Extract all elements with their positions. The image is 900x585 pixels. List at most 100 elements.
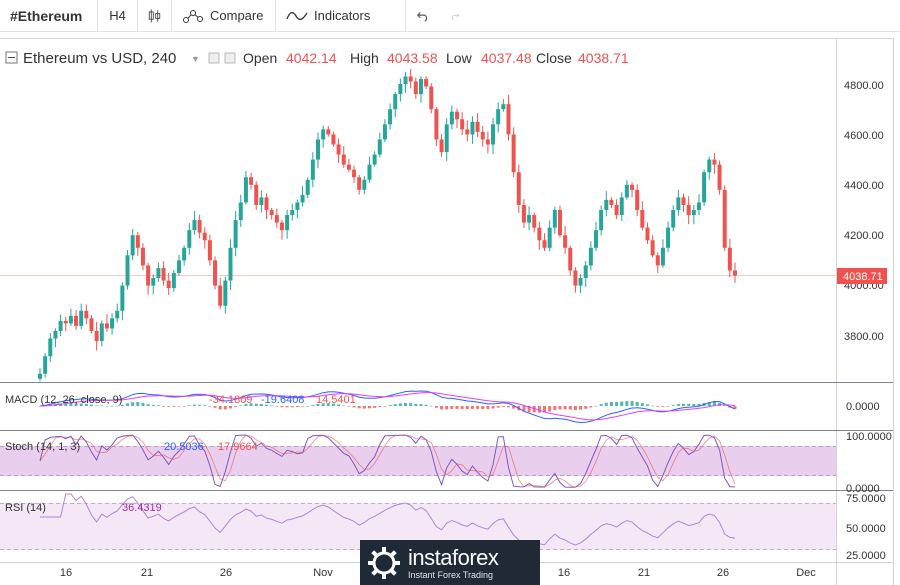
macd-hist-bar: [373, 406, 377, 408]
candle-body: [480, 131, 485, 140]
macd-label: MACD (12, 26, close, 9): [5, 394, 122, 406]
macd-value-signal: -19.6408: [261, 394, 304, 406]
legend-title: Ethereum vs USD, 240: [23, 50, 176, 67]
interval-button[interactable]: H4: [98, 0, 138, 32]
redo-button[interactable]: [440, 0, 470, 32]
candle-body: [372, 154, 377, 165]
time-tick: 21: [638, 567, 650, 579]
macd-hist-bar: [635, 401, 639, 406]
high-label: High: [350, 50, 379, 66]
candle-body: [712, 159, 717, 165]
candle-body: [63, 320, 68, 324]
macd-hist-bar: [682, 403, 686, 406]
macd-hist-bar: [615, 402, 619, 406]
macd-hist-bar: [481, 406, 485, 410]
macd-hist-bar: [89, 404, 93, 406]
indicators-label: Indicators: [314, 8, 371, 23]
candle-body: [99, 323, 104, 342]
rsi-layer: [40, 493, 736, 546]
compare-button[interactable]: Compare: [172, 0, 276, 32]
macd-hist-bar: [228, 406, 232, 409]
macd-hist-bar: [249, 403, 253, 406]
hide-icon[interactable]: [224, 52, 236, 64]
candle-body: [619, 197, 624, 216]
candle-body: [161, 267, 166, 281]
macd-hist-bar: [656, 406, 660, 407]
macd-hist-bar: [424, 404, 428, 406]
candle-body: [583, 265, 588, 279]
stoch-value-k: 20.5036: [164, 441, 204, 453]
rsi-legend: RSI (14) 36.4319: [5, 502, 162, 514]
indicators-button[interactable]: Indicators: [276, 0, 406, 32]
macd-hist-bar: [352, 406, 356, 408]
macd-hist-bar: [640, 403, 644, 406]
redo-icon: [452, 12, 460, 20]
macd-hist-bar: [177, 406, 181, 407]
macd-hist-bar: [455, 406, 459, 409]
macd-hist-bar: [589, 406, 593, 408]
macd-hist-bar: [198, 404, 202, 406]
candle-body: [650, 240, 655, 256]
candle-body: [192, 220, 197, 231]
time-tick: 26: [220, 567, 232, 579]
candle-body: [269, 210, 274, 216]
candle-body: [274, 215, 279, 223]
macd-hist-bar: [712, 401, 716, 406]
undo-button[interactable]: [406, 0, 440, 32]
candle-body: [140, 247, 145, 266]
macd-hist-bar: [280, 406, 284, 408]
macd-hist-bar: [146, 404, 150, 406]
legend-menu-icon[interactable]: ▼: [191, 54, 200, 64]
candle-body: [640, 210, 645, 228]
candle-body: [516, 172, 521, 205]
macd-hist-bar: [275, 406, 279, 407]
candle-body: [449, 111, 454, 125]
macd-hist-bar: [64, 403, 68, 406]
candle-body: [547, 227, 552, 248]
macd-hist-bar: [105, 405, 109, 407]
macd-hist-bar: [347, 406, 351, 407]
chart-canvas[interactable]: 4800.00 4600.00 4400.00 4200.00 4000.00 …: [0, 32, 900, 585]
candle-body: [177, 260, 181, 273]
chart-style-button[interactable]: [138, 0, 172, 32]
macd-hist-bar: [84, 403, 88, 406]
candle-body: [166, 280, 171, 289]
candle-body: [511, 134, 516, 173]
candle-body: [408, 76, 413, 82]
candle-body: [316, 139, 320, 160]
macd-hist-bar: [666, 406, 670, 407]
candle-body: [691, 210, 696, 216]
macd-legend: MACD (12, 26, close, 9) -34.1809 -19.640…: [5, 394, 356, 406]
candle-body: [156, 267, 161, 279]
stoch-d-line: [39, 434, 736, 488]
symbol-search[interactable]: #Ethereum: [0, 0, 98, 32]
candle-body: [341, 154, 346, 165]
macd-hist-bar: [69, 403, 73, 406]
candle-body: [465, 129, 470, 135]
macd-hist-bar: [74, 403, 78, 406]
candle-body: [233, 220, 238, 248]
macd-axis-label: 0.0000: [846, 401, 880, 413]
stoch-label: Stoch (14, 1, 3): [5, 441, 80, 453]
macd-hist-bar: [733, 406, 737, 410]
candle-body: [115, 310, 120, 319]
candle-body: [120, 285, 125, 311]
price-tick: 4400.00: [844, 180, 884, 192]
macd-value-main: -34.1809: [209, 394, 252, 406]
candle-body: [151, 278, 156, 286]
candle-body: [218, 285, 223, 306]
macd-hist-bar: [115, 405, 119, 407]
rsi-value: 36.4319: [122, 502, 162, 514]
macd-hist-bar: [388, 405, 392, 406]
settings-icon[interactable]: [208, 52, 220, 64]
macd-hist-bar: [527, 406, 531, 413]
candle-body: [228, 247, 233, 281]
macd-hist-bar: [213, 406, 217, 408]
macd-hist-bar: [723, 405, 727, 406]
macd-hist-bar: [414, 403, 418, 406]
price-tick: 4800.00: [844, 80, 884, 92]
candle-body: [557, 210, 562, 236]
candle-body: [285, 215, 290, 231]
macd-hist-bar: [362, 406, 366, 409]
candle-body: [671, 210, 676, 228]
